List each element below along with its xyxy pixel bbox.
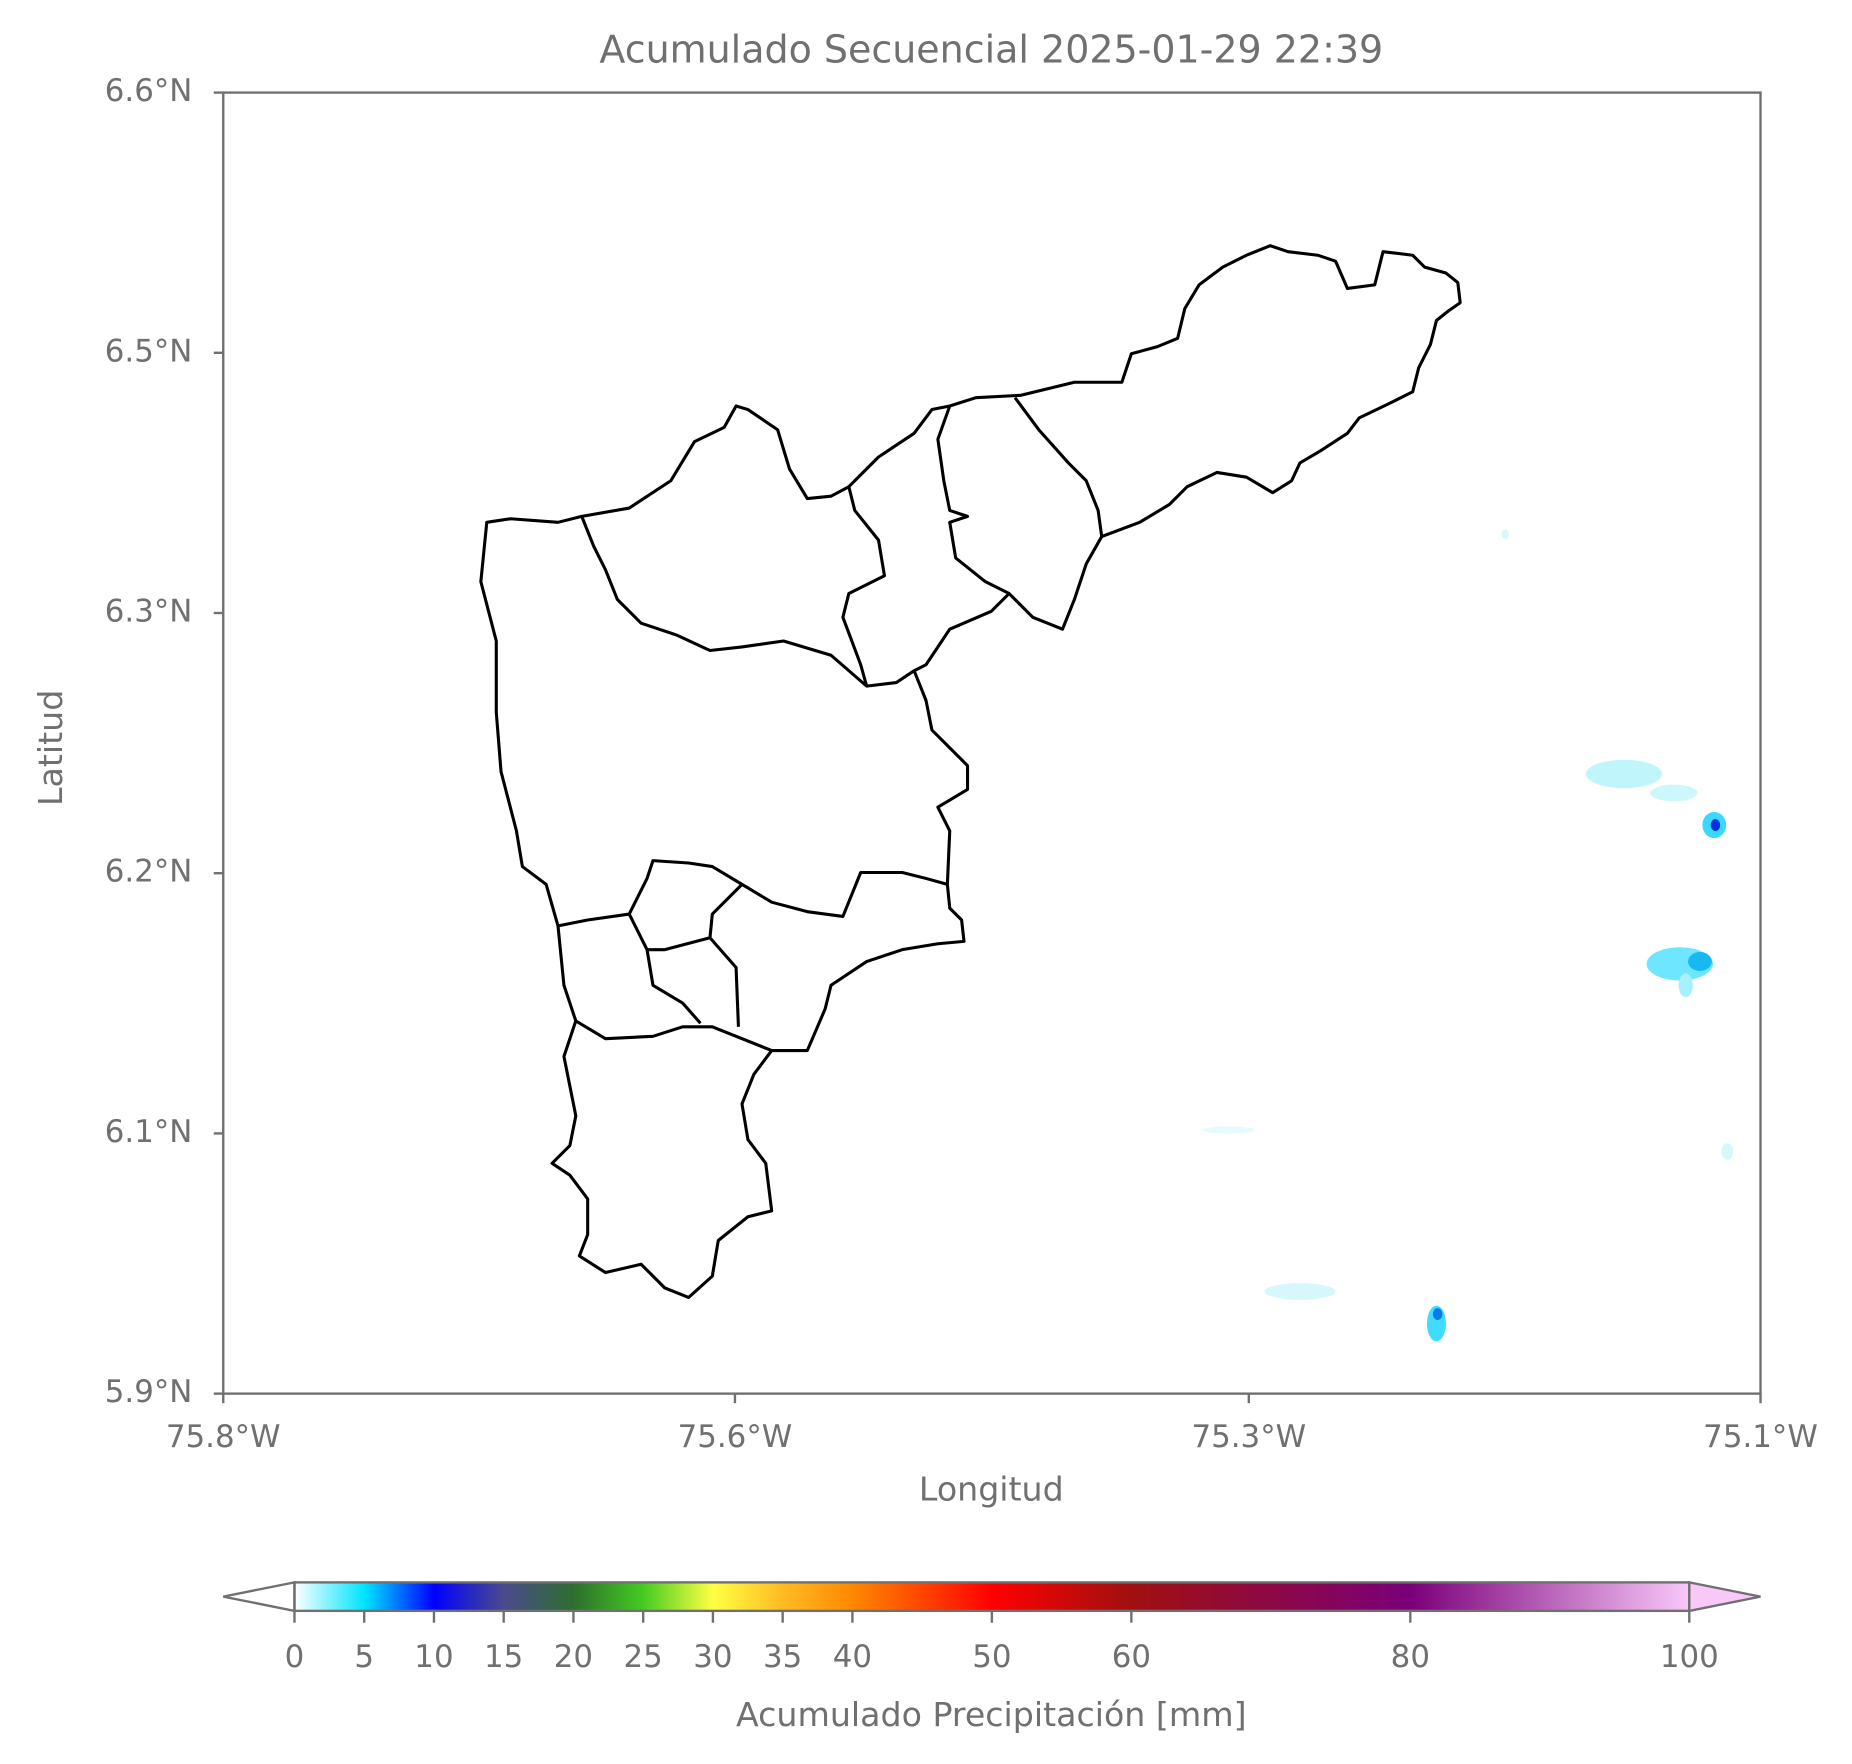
basin-outline: [936, 396, 1104, 631]
x-axis-label: Longitud: [919, 1469, 1064, 1508]
rain-patch: [1710, 819, 1721, 831]
basin-outline: [556, 884, 966, 1053]
colorbar-tick-label: 25: [624, 1639, 663, 1675]
rain-patch: [1586, 759, 1662, 789]
y-tick-label: 6.2°N: [105, 854, 193, 890]
title: Acumulado Secuencial 2025-01-29 22:39: [599, 28, 1383, 72]
colorbar-tick-label: 5: [354, 1639, 374, 1675]
x-tick-label: 75.6°W: [678, 1419, 793, 1455]
colorbar-tick-label: 60: [1112, 1639, 1151, 1675]
x-tick-label: 75.1°W: [1703, 1419, 1818, 1455]
y-tick-label: 6.3°N: [105, 594, 193, 630]
colorbar-extend-min: [223, 1580, 296, 1613]
y-tick-label: 5.9°N: [105, 1374, 193, 1410]
rain-patches: [1202, 529, 1734, 1342]
x-tick-label: 75.8°W: [166, 1419, 281, 1455]
colorbar-label: Acumulado Precipitación [mm]: [736, 1695, 1247, 1734]
colorbar: [294, 1582, 1690, 1611]
basin-outline: [847, 244, 1462, 539]
y-axis-label: Latitud: [31, 690, 70, 806]
y-tick-label: 6.5°N: [105, 333, 193, 369]
colorbar-tick-label: 35: [763, 1639, 802, 1675]
rain-patch: [1264, 1283, 1336, 1300]
colorbar-tick-label: 30: [693, 1639, 732, 1675]
colorbar-tick-label: 80: [1391, 1639, 1430, 1675]
rain-patch: [1432, 1308, 1443, 1321]
colorbar-tick-label: 50: [972, 1639, 1011, 1675]
y-tick-label: 6.1°N: [105, 1114, 193, 1150]
basin-outline: [479, 514, 970, 928]
basin-outline: [580, 404, 1011, 688]
rain-patch: [1678, 973, 1693, 998]
colorbar-tick-label: 10: [414, 1639, 453, 1675]
rain-patch: [1721, 1143, 1734, 1160]
rain-patch: [1688, 952, 1712, 972]
rain-patch: [1202, 1126, 1255, 1134]
colorbar-tick-label: 20: [554, 1639, 593, 1675]
y-tick-label: 6.6°N: [105, 73, 193, 109]
colorbar-extend-max: [1688, 1580, 1761, 1613]
colorbar-tick-label: 15: [484, 1639, 523, 1675]
basin-outline: [550, 1020, 774, 1300]
basin-outline: [627, 883, 744, 1027]
rain-patch: [1501, 529, 1509, 539]
basins: [479, 244, 1462, 1300]
rain-patch: [1650, 784, 1698, 802]
colorbar-tick-label: 40: [833, 1639, 872, 1675]
colorbar-tick-label: 0: [285, 1639, 305, 1675]
plot-frame: [222, 91, 1762, 1395]
colorbar-tick-label: 100: [1660, 1639, 1719, 1675]
x-tick-label: 75.3°W: [1191, 1419, 1306, 1455]
